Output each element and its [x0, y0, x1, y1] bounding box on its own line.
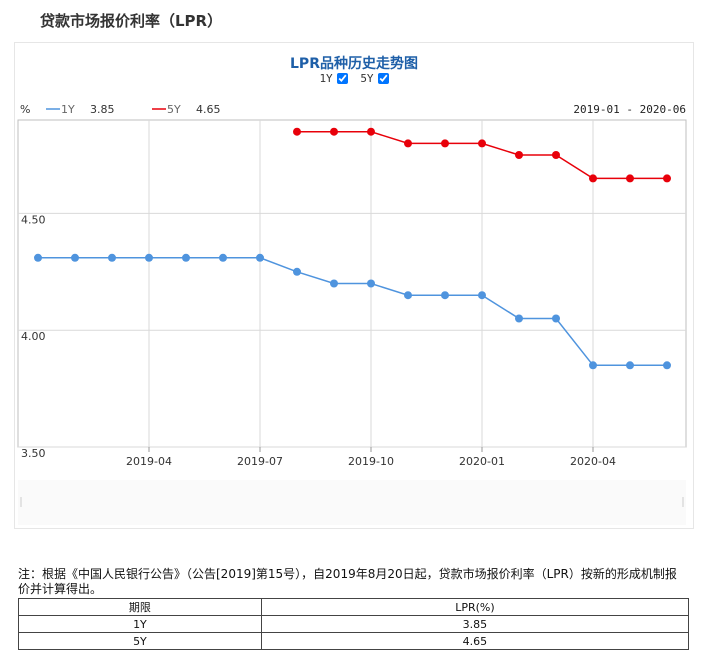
data-point-1y: [34, 253, 42, 262]
legend-label-5y: 5Y: [167, 103, 181, 116]
data-point-1y: [145, 253, 153, 262]
x-tick-label: 2019-10: [348, 455, 394, 468]
y-tick-label: 4.00: [21, 330, 46, 343]
data-point-1y: [515, 314, 523, 323]
data-point-1y: [552, 314, 560, 323]
data-point-5y: [552, 151, 560, 159]
table-header-rate: LPR(%): [260, 598, 690, 616]
data-point-1y: [626, 361, 634, 370]
legend-value-5y: 4.65: [196, 103, 221, 116]
data-point-5y: [478, 139, 486, 148]
data-point-1y: [330, 279, 338, 288]
lpr-table: 期限 LPR(%) 1Y 3.85 5Y 4.65: [18, 598, 690, 650]
data-point-5y: [367, 127, 375, 136]
table-cell-rate: 3.85: [260, 615, 690, 633]
footnote: 注：根据《中国人民银行公告》（公告[2019]第15号），自2019年8月20日…: [18, 567, 677, 596]
data-point-5y: [441, 139, 449, 148]
y-tick-label: 4.50: [21, 213, 46, 226]
table-cell-term: 5Y: [18, 632, 262, 650]
table-cell-term: 1Y: [18, 615, 262, 633]
data-point-5y: [404, 139, 412, 148]
x-tick-label: 2020-04: [570, 455, 616, 468]
toggle-5y-label: 5Y: [360, 72, 374, 85]
data-point-1y: [478, 291, 486, 300]
table-row: 5Y 4.65: [18, 632, 690, 650]
toggle-5y[interactable]: 5Y: [360, 72, 389, 85]
data-point-1y: [404, 291, 412, 300]
data-point-1y: [441, 291, 449, 300]
data-point-1y: [663, 361, 671, 370]
date-range: 2019-01 - 2020-06: [573, 103, 686, 116]
data-point-1y: [256, 253, 264, 262]
data-point-1y: [182, 253, 190, 262]
navigator-area: [18, 480, 686, 525]
chart-panel: LPR品种历史走势图 1Y 5Y: [14, 42, 694, 529]
x-tick-label: 2020-01: [459, 455, 505, 468]
data-point-5y: [330, 127, 338, 136]
legend-label-1y: 1Y: [61, 103, 75, 116]
table-cell-rate: 4.65: [260, 632, 690, 650]
y-tick-label: 3.50: [21, 447, 46, 460]
toggle-1y[interactable]: 1Y: [319, 72, 348, 85]
toggle-1y-checkbox[interactable]: [336, 73, 348, 84]
table-row: 1Y 3.85: [18, 615, 690, 633]
data-point-1y: [108, 253, 116, 262]
data-point-1y: [589, 361, 597, 370]
lpr-line-chart: 3.50 4.00 4.50 2019-04 2019-07 2019-10 2020-01…: [17, 103, 687, 525]
legend-value-1y: 3.85: [90, 103, 115, 116]
data-point-1y: [71, 253, 79, 262]
data-point-1y: [367, 279, 375, 288]
data-point-1y: [219, 253, 227, 262]
data-point-5y: [626, 174, 634, 183]
toggle-5y-checkbox[interactable]: [377, 73, 389, 84]
data-point-5y: [293, 127, 301, 136]
series-line-1y: [38, 257, 667, 367]
chart-title: LPR品种历史走势图: [290, 56, 418, 72]
y-unit-label: %: [20, 103, 30, 116]
data-point-5y: [663, 174, 671, 183]
x-tick-label: 2019-07: [237, 455, 283, 468]
x-tick-label: 2019-04: [126, 455, 172, 468]
data-point-1y: [293, 267, 301, 276]
data-point-5y: [589, 174, 597, 183]
table-header-term: 期限: [18, 598, 262, 616]
page-title: 贷款市场报价利率（LPR）: [40, 12, 223, 30]
series-toggles: 1Y 5Y: [15, 72, 693, 85]
toggle-1y-label: 1Y: [319, 72, 333, 85]
table-header-row: 期限 LPR(%): [18, 598, 690, 616]
data-point-5y: [515, 151, 523, 159]
